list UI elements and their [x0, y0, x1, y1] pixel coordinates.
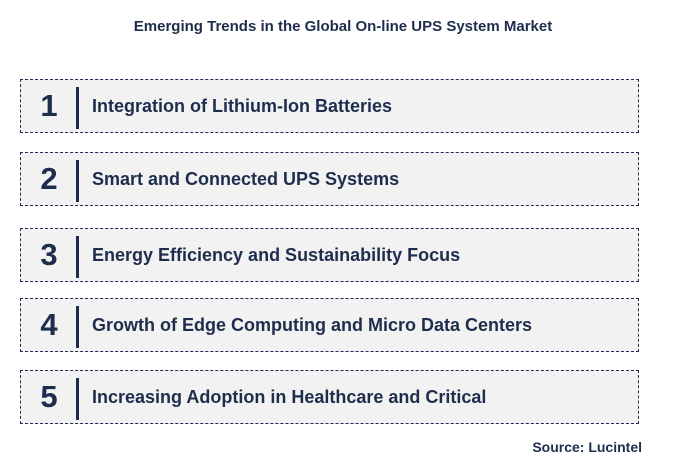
- trend-number: 1: [40, 88, 58, 123]
- trend-item-5: 5 Increasing Adoption in Healthcare and …: [20, 370, 639, 424]
- trend-divider: [76, 87, 79, 129]
- trend-number: 5: [40, 379, 58, 414]
- trend-number: 4: [40, 307, 58, 342]
- trend-item-2: 2 Smart and Connected UPS Systems: [20, 152, 639, 206]
- trend-label: Energy Efficiency and Sustainability Foc…: [92, 244, 461, 265]
- trend-divider: [76, 306, 79, 348]
- trend-item-3: 3 Energy Efficiency and Sustainability F…: [20, 228, 639, 282]
- trend-item-1: 1 Integration of Lithium-Ion Batteries: [20, 79, 639, 133]
- trend-label: Increasing Adoption in Healthcare and Cr…: [92, 386, 487, 407]
- trend-label: Integration of Lithium-Ion Batteries: [92, 95, 392, 116]
- diagram-title: Emerging Trends in the Global On-line UP…: [133, 18, 553, 35]
- source-credit: Source: Lucintel: [532, 439, 642, 455]
- trend-number: 3: [40, 237, 58, 272]
- trend-divider: [76, 378, 79, 420]
- trend-label: Smart and Connected UPS Systems: [92, 168, 400, 189]
- trend-divider: [76, 236, 79, 278]
- trend-number: 2: [40, 161, 58, 196]
- trend-divider: [76, 160, 79, 202]
- trend-item-4: 4 Growth of Edge Computing and Micro Dat…: [20, 298, 639, 352]
- trend-label: Growth of Edge Computing and Micro Data …: [92, 314, 533, 335]
